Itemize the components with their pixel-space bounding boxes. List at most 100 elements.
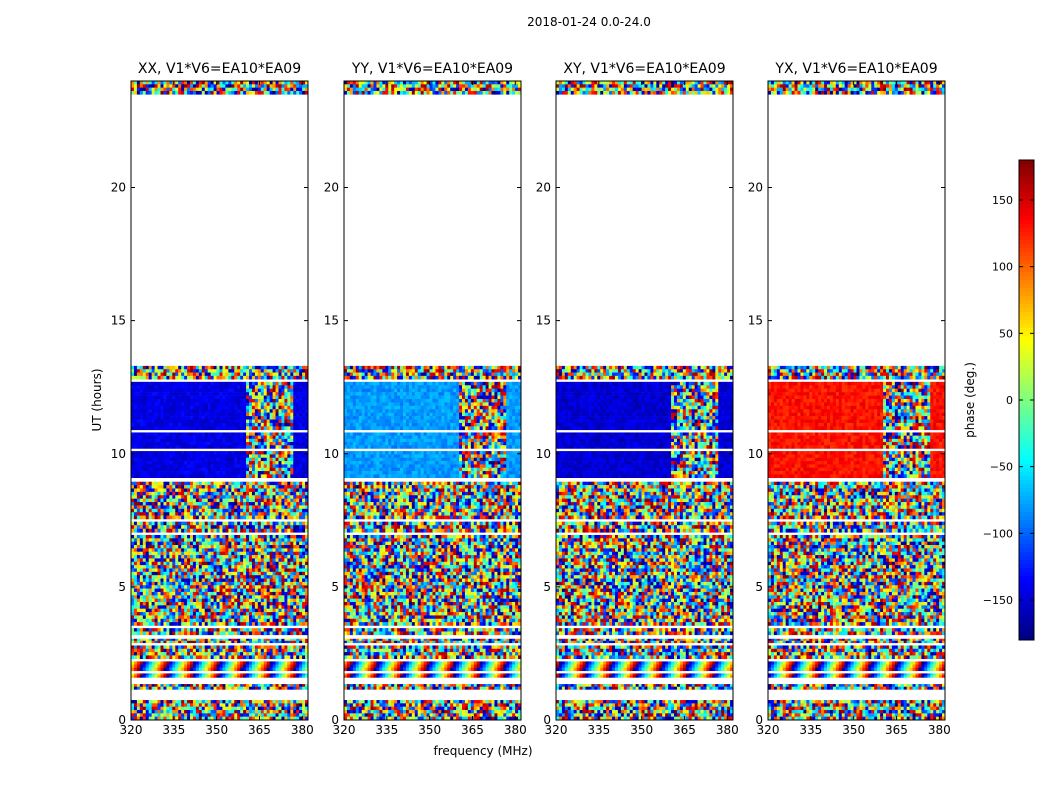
heatmap-cell xyxy=(269,667,273,672)
heatmap-cell xyxy=(305,457,308,462)
heatmap-cell xyxy=(296,568,300,573)
heatmap-cell xyxy=(228,392,232,396)
heatmap-cell xyxy=(237,398,241,403)
heatmap-cell xyxy=(210,703,214,707)
heatmap-cell xyxy=(234,648,238,653)
heatmap-cell xyxy=(254,461,259,465)
heatmap-cell xyxy=(243,618,247,623)
heatmap-cell xyxy=(204,686,209,690)
heatmap-cell xyxy=(222,578,226,583)
heatmap-cell xyxy=(178,381,182,386)
heatmap-cell xyxy=(175,474,179,479)
heatmap-cell xyxy=(133,716,138,720)
heatmap-cell xyxy=(131,612,135,616)
heatmap-cell xyxy=(145,652,150,656)
heatmap-cell xyxy=(249,521,253,526)
heatmap-cell xyxy=(198,525,203,530)
heatmap-cell xyxy=(198,591,203,596)
heatmap-cell xyxy=(151,464,155,469)
heatmap-cell xyxy=(302,432,306,436)
heatmap-cell xyxy=(133,457,138,462)
heatmap-cell xyxy=(166,551,170,556)
heatmap-cell xyxy=(222,398,226,403)
heatmap-cell xyxy=(201,605,206,610)
heatmap-cell xyxy=(225,565,229,569)
heatmap-cell xyxy=(198,488,203,493)
heatmap-cell xyxy=(148,571,153,576)
heatmap-cell xyxy=(293,716,297,720)
heatmap-cell xyxy=(151,481,155,486)
heatmap-cell xyxy=(139,638,144,642)
heatmap-cell xyxy=(216,405,220,410)
heatmap-cell xyxy=(296,608,300,613)
heatmap-cell xyxy=(237,661,241,665)
heatmap-cell xyxy=(284,534,288,539)
heatmap-cell xyxy=(198,581,203,586)
heatmap-cell xyxy=(299,548,303,553)
heatmap-cell xyxy=(237,451,241,455)
heatmap-cell xyxy=(195,485,200,489)
heatmap-cell xyxy=(287,640,291,644)
heatmap-cell xyxy=(139,528,144,533)
heatmap-cell xyxy=(154,485,158,489)
heatmap-cell xyxy=(160,578,164,583)
heatmap-cell xyxy=(213,645,217,650)
heatmap-cell xyxy=(213,638,217,642)
heatmap-cell xyxy=(281,581,285,586)
heatmap-cell xyxy=(210,538,214,542)
heatmap-cell xyxy=(207,555,212,559)
heatmap-cell xyxy=(201,565,206,569)
heatmap-cell xyxy=(207,385,212,390)
heatmap-cell xyxy=(296,655,300,660)
heatmap-cell xyxy=(246,703,250,707)
heatmap-cell xyxy=(287,631,291,636)
heatmap-cell xyxy=(269,435,273,440)
heatmap-cell xyxy=(172,474,176,479)
heatmap-cell xyxy=(187,525,191,530)
heatmap-cell xyxy=(172,571,176,576)
heatmap-cell xyxy=(131,575,135,579)
heatmap-cell xyxy=(243,571,247,576)
heatmap-cell xyxy=(163,545,167,549)
heatmap-cell xyxy=(175,508,179,513)
heatmap-cell xyxy=(240,631,244,636)
heatmap-cell xyxy=(299,716,303,720)
heatmap-cell xyxy=(240,648,244,653)
heatmap-cell xyxy=(231,575,235,579)
heatmap-cell xyxy=(216,638,220,642)
heatmap-cell xyxy=(160,661,164,665)
heatmap-cell xyxy=(163,409,167,413)
heatmap-cell xyxy=(290,395,294,400)
heatmap-cell xyxy=(178,432,182,436)
heatmap-cell xyxy=(201,716,206,720)
heatmap-cell xyxy=(296,612,300,616)
heatmap-cell xyxy=(269,558,273,563)
heatmap-cell xyxy=(169,442,173,446)
heatmap-cell xyxy=(302,558,306,563)
heatmap-cell xyxy=(192,381,197,386)
heatmap-cell xyxy=(178,442,182,446)
heatmap-cell xyxy=(190,684,194,688)
heatmap-cell xyxy=(299,640,303,644)
heatmap-cell xyxy=(296,464,300,469)
heatmap-cell xyxy=(133,588,138,593)
heatmap-cell xyxy=(260,673,265,676)
heatmap-cell xyxy=(305,622,308,626)
heatmap-cell xyxy=(251,381,256,386)
heatmap-cell xyxy=(219,602,223,606)
heatmap-cell xyxy=(219,395,223,400)
heatmap-cell xyxy=(181,703,185,707)
heatmap-cell xyxy=(169,706,173,711)
heatmap-cell xyxy=(131,538,135,542)
heatmap-cell xyxy=(249,451,253,455)
heatmap-cell xyxy=(131,608,135,613)
heatmap-cell xyxy=(133,622,138,626)
heatmap-cell xyxy=(157,488,161,493)
heatmap-cell xyxy=(287,648,291,653)
heatmap-cell xyxy=(160,612,164,616)
heatmap-cell xyxy=(131,541,135,546)
heatmap-cell xyxy=(231,605,235,610)
heatmap-cell xyxy=(219,588,223,593)
heatmap-cell xyxy=(198,578,203,583)
heatmap-cell xyxy=(210,432,214,436)
